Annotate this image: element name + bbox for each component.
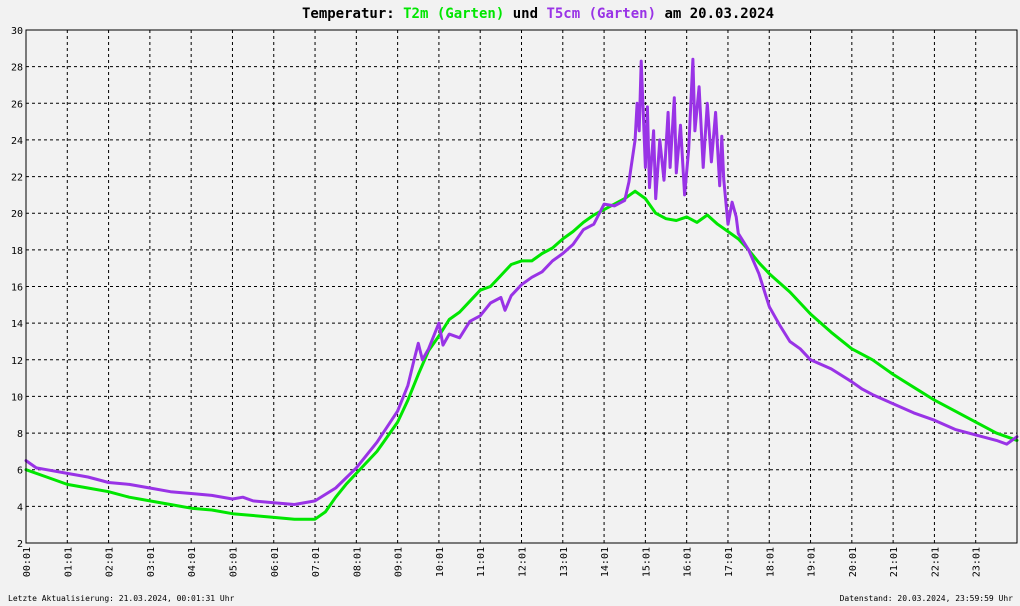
- y-tick-label: 22: [11, 173, 23, 184]
- x-tick-label: 16:01: [683, 547, 694, 577]
- title-prefix: Temperatur:: [302, 6, 403, 22]
- x-tick-label: 07:01: [311, 547, 322, 577]
- x-tick-label: 22:01: [930, 547, 941, 577]
- x-tick-label: 14:01: [600, 547, 611, 577]
- y-tick-label: 30: [11, 26, 23, 37]
- x-tick-label: 15:01: [641, 547, 652, 577]
- y-tick-label: 20: [11, 209, 23, 220]
- y-tick-label: 16: [11, 283, 23, 294]
- x-tick-label: 03:01: [146, 547, 157, 577]
- x-axis-labels: 00:01 01:01 02:01 03:01 04:01 05:01 06:01 07:01…: [22, 547, 983, 577]
- y-tick-label: 8: [17, 429, 23, 440]
- series-line-t2m: [24, 189, 1019, 521]
- y-tick-label: 18: [11, 246, 23, 257]
- x-tick-label: 08:01: [352, 547, 363, 577]
- x-tick-label: 00:01: [22, 547, 33, 577]
- y-tick-label: 26: [11, 99, 23, 110]
- x-tick-label: 11:01: [476, 547, 487, 577]
- title-suffix: am 20.03.2024: [656, 6, 774, 22]
- x-tick-label: 10:01: [435, 547, 446, 577]
- y-tick-label: 12: [11, 356, 23, 367]
- x-tick-label: 02:01: [105, 547, 116, 577]
- grid: [26, 30, 1017, 543]
- x-tick-label: 23:01: [972, 547, 983, 577]
- y-tick-label: 24: [11, 136, 23, 147]
- x-tick-label: 06:01: [270, 547, 281, 577]
- x-tick-label: 13:01: [559, 547, 570, 577]
- footer-data-status: Datenstand: 20.03.2024, 23:59:59 Uhr: [840, 594, 1014, 603]
- series-line-t5cm: [24, 57, 1019, 506]
- plot-frame: [25, 29, 1018, 544]
- x-tick-label: 21:01: [889, 547, 900, 577]
- y-tick-label: 2: [17, 539, 23, 550]
- x-tick-label: 01:01: [63, 547, 74, 577]
- x-tick-label: 17:01: [724, 547, 735, 577]
- y-tick-label: 4: [17, 502, 23, 513]
- x-tick-label: 12:01: [518, 547, 529, 577]
- y-tick-label: 14: [11, 319, 23, 330]
- title-joiner: und: [504, 6, 546, 22]
- series-group: [24, 57, 1019, 521]
- x-tick-label: 04:01: [187, 547, 198, 577]
- chart-title: Temperatur: T2m (Garten) und T5cm (Garte…: [302, 6, 774, 22]
- y-tick-label: 28: [11, 63, 23, 74]
- title-series-t2m: T2m (Garten): [403, 6, 504, 22]
- y-tick-label: 6: [17, 466, 23, 477]
- x-tick-label: 20:01: [848, 547, 859, 577]
- x-tick-label: 09:01: [394, 547, 405, 577]
- title-series-t5cm: T5cm (Garten): [546, 6, 656, 22]
- x-tick-label: 18:01: [765, 547, 776, 577]
- y-tick-label: 10: [11, 392, 23, 403]
- x-tick-label: 19:01: [807, 547, 818, 577]
- x-tick-label: 05:01: [228, 547, 239, 577]
- footer-last-update: Letzte Aktualisierung: 21.03.2024, 00:01…: [8, 594, 235, 603]
